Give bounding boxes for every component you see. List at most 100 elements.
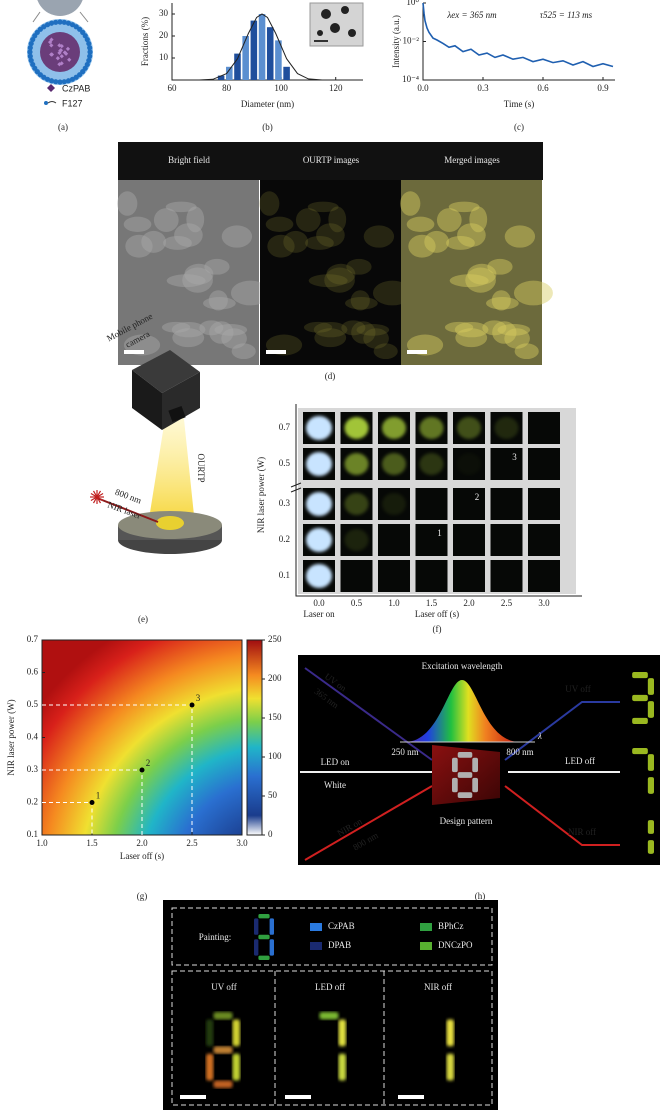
glow [306, 492, 332, 516]
row-label: 0.1 [279, 570, 290, 580]
sub-panel-title: UV off [211, 982, 236, 992]
cell [305, 236, 334, 250]
glow [457, 417, 481, 439]
cell [123, 216, 152, 232]
annotation: τ525 = 113 ms [540, 10, 593, 20]
point [189, 702, 195, 708]
glow-segment [446, 1053, 454, 1081]
glow [419, 453, 444, 475]
output-segment [647, 701, 654, 718]
point [139, 767, 145, 773]
output-segment [647, 754, 654, 771]
bar [250, 20, 258, 81]
cell [204, 258, 230, 275]
nanoparticle [341, 6, 349, 14]
cell-image [490, 524, 523, 556]
panel-i-background [163, 900, 498, 1110]
cell-image [453, 560, 485, 592]
pattern-segment [457, 752, 473, 758]
y-tick-label: 0.4 [27, 732, 39, 742]
nanoparticle [317, 30, 323, 36]
f127-head [61, 19, 67, 25]
caption: (a) [58, 122, 68, 132]
f127-head [86, 40, 92, 47]
cell [406, 216, 435, 232]
glow [382, 493, 406, 515]
cell [267, 234, 295, 258]
micrograph [118, 180, 259, 365]
cell [186, 206, 205, 233]
glow [306, 452, 332, 476]
row-label: 0.3 [279, 498, 291, 508]
cell [457, 223, 486, 247]
x-tick-label: 120 [329, 83, 343, 93]
x-tick-label: 1.0 [36, 838, 48, 848]
annotation: λex = 365 nm [446, 10, 497, 20]
colorbar [246, 639, 263, 836]
cell [314, 328, 347, 348]
decay-curve [422, 2, 614, 68]
image-header: OURTP images [303, 155, 360, 165]
painting-segment [258, 955, 270, 960]
pattern-segment [452, 777, 458, 793]
column-label: 2.0 [463, 598, 475, 608]
f127-head [86, 57, 92, 64]
cell [373, 343, 398, 360]
f127-head [53, 19, 59, 25]
cell-image [453, 524, 485, 556]
cell [341, 320, 366, 336]
cell [208, 290, 228, 311]
sub-panel-title: NIR off [424, 982, 452, 992]
laser-spark [96, 492, 104, 498]
cell-image [490, 560, 523, 592]
f127-head [44, 22, 51, 28]
y-tick-label: 20 [159, 30, 169, 40]
y-tick-label: 0.3 [27, 764, 39, 774]
cell [221, 225, 253, 248]
spectrum-title: Excitation wavelength [422, 661, 503, 671]
glow [419, 417, 444, 439]
cell-image [528, 524, 560, 556]
bar [283, 66, 290, 80]
glow [306, 416, 332, 440]
row-label: 0.2 [279, 534, 290, 544]
scale-bar [407, 350, 427, 354]
input-sub: White [324, 780, 346, 790]
cell [513, 280, 553, 306]
legend-text: CzPAB [62, 83, 90, 93]
cell [203, 297, 236, 310]
spectrum-low: 250 nm [391, 747, 418, 757]
glow [382, 453, 406, 475]
glow [344, 493, 369, 515]
output-label: LED off [565, 756, 595, 766]
glow-segment [206, 1053, 214, 1081]
cell [172, 328, 205, 348]
y-axis-label: NIR laser power (W) [256, 457, 266, 533]
glow [382, 417, 406, 439]
dashed-box [171, 907, 493, 966]
cell-marker: 2 [475, 492, 480, 502]
point-label: 1 [96, 791, 101, 801]
cell [444, 321, 474, 333]
particle-top [37, 0, 83, 16]
legend-text: BPhCz [438, 921, 464, 931]
column-label: 1.5 [426, 598, 438, 608]
cell [497, 323, 531, 336]
painting-segment [258, 914, 270, 919]
f127-head [57, 79, 63, 85]
input-label: LED on [321, 757, 350, 767]
painting-segment [269, 939, 274, 956]
cell [491, 290, 511, 311]
spectrum-axis-label: λ [537, 731, 542, 741]
pattern-segment [472, 777, 478, 793]
f127-head [48, 78, 55, 84]
cell-image [528, 488, 560, 520]
glow-segment [213, 1080, 233, 1088]
cell-image [528, 560, 560, 592]
painting-segment [269, 918, 274, 935]
light-beam [148, 400, 195, 525]
point-label: 3 [196, 693, 201, 703]
cell [171, 321, 206, 338]
cell-marker: 1 [437, 528, 442, 538]
